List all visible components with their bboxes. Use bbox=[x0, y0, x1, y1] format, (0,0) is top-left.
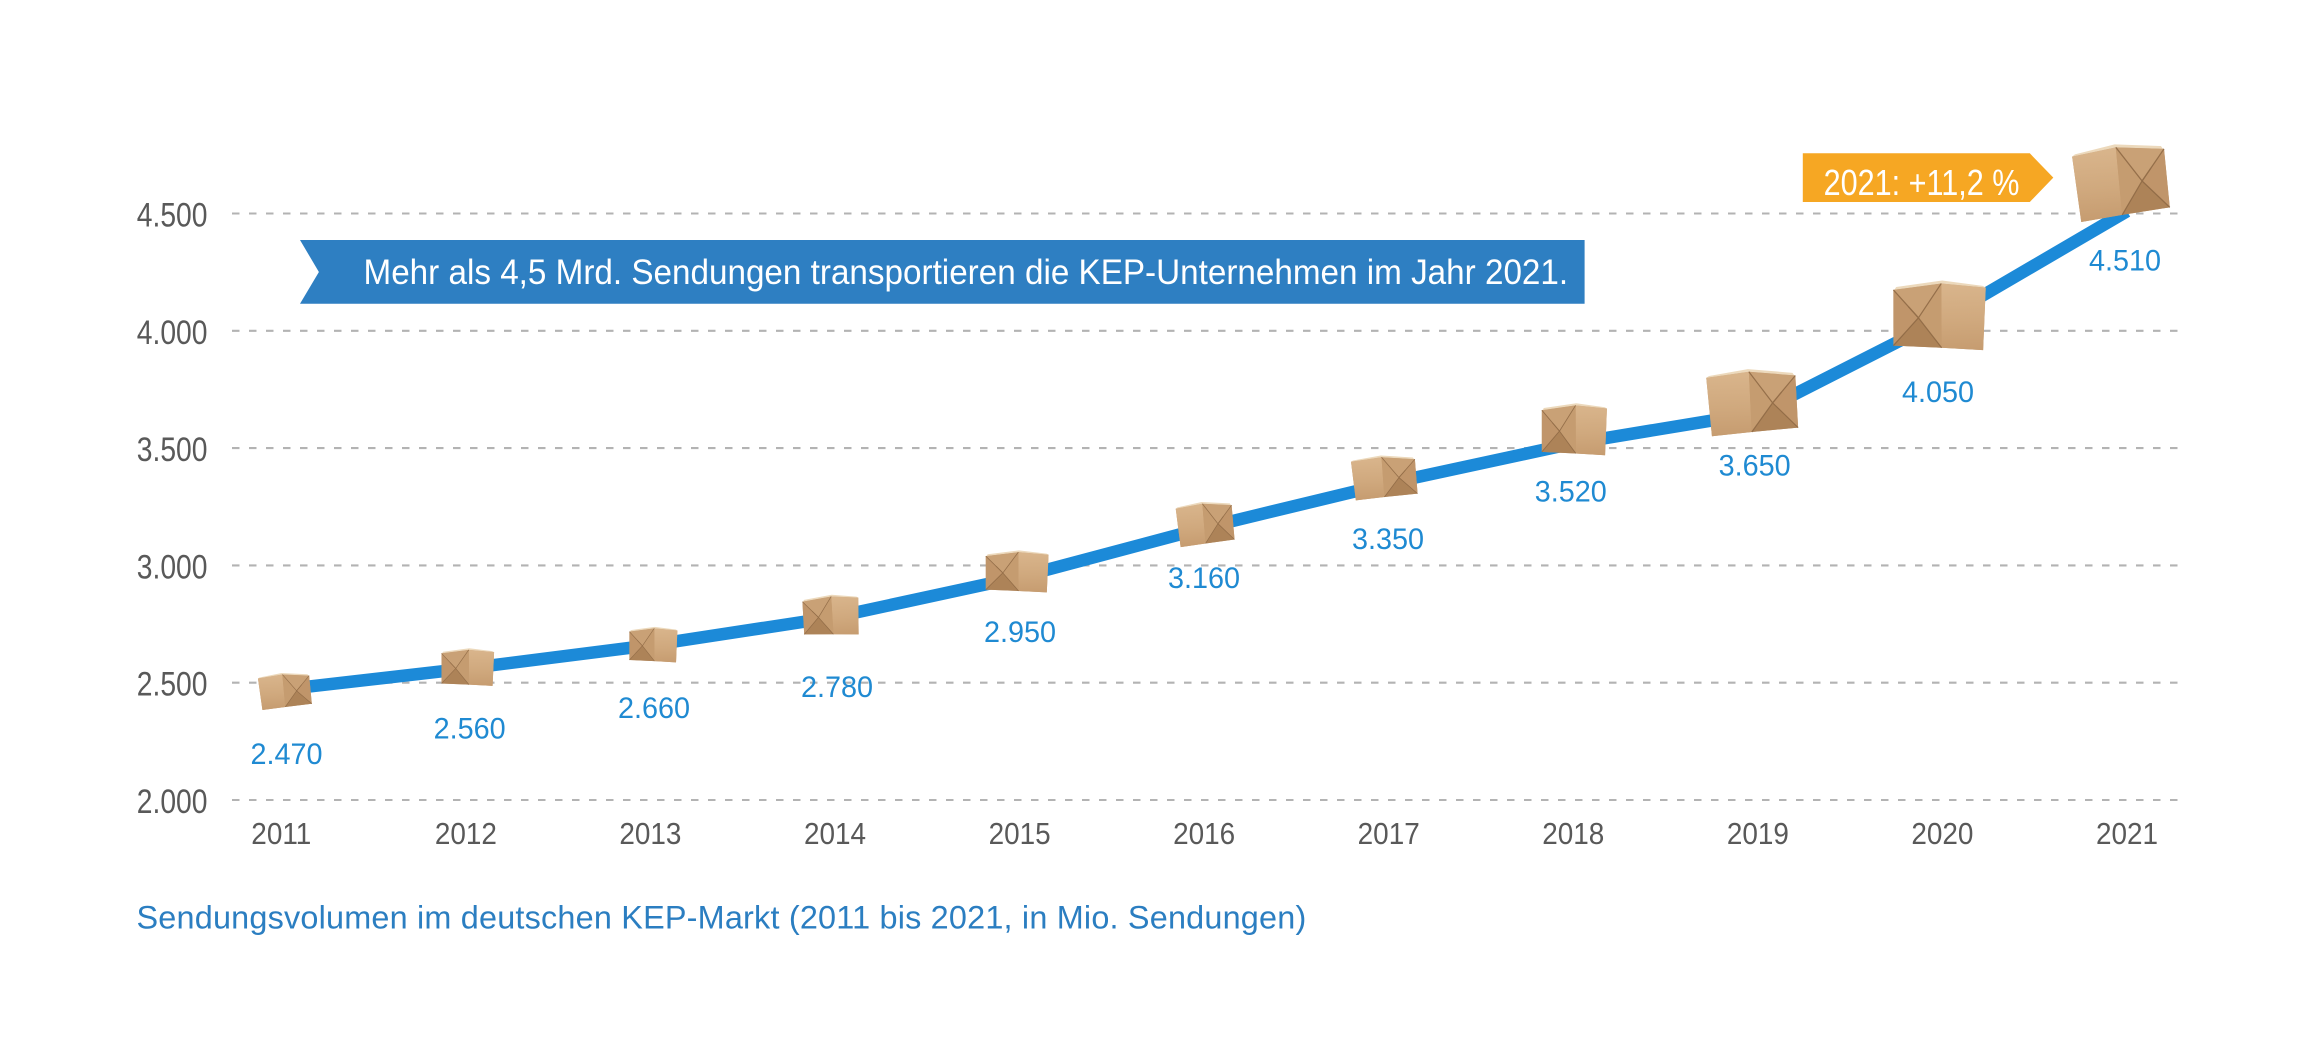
svg-text:Mehr als 4,5 Mrd. Sendungen tr: Mehr als 4,5 Mrd. Sendungen transportier… bbox=[364, 253, 1569, 292]
svg-text:2013: 2013 bbox=[619, 817, 681, 852]
svg-text:2.780: 2.780 bbox=[801, 670, 873, 704]
svg-text:3.500: 3.500 bbox=[137, 429, 208, 468]
svg-text:2011: 2011 bbox=[251, 817, 311, 852]
svg-text:2.660: 2.660 bbox=[618, 692, 690, 726]
svg-text:2015: 2015 bbox=[989, 817, 1051, 852]
svg-text:4.500: 4.500 bbox=[137, 195, 208, 234]
svg-text:2012: 2012 bbox=[435, 817, 497, 852]
svg-text:2019: 2019 bbox=[1727, 817, 1789, 852]
svg-text:2.000: 2.000 bbox=[137, 781, 208, 820]
svg-text:2017: 2017 bbox=[1358, 817, 1420, 852]
svg-text:2020: 2020 bbox=[1911, 817, 1973, 852]
svg-text:2.950: 2.950 bbox=[984, 615, 1056, 649]
svg-text:3.350: 3.350 bbox=[1352, 522, 1424, 556]
svg-text:2021: 2021 bbox=[2096, 817, 2158, 852]
svg-text:2.560: 2.560 bbox=[434, 712, 506, 746]
svg-text:2.500: 2.500 bbox=[137, 664, 208, 703]
svg-text:2016: 2016 bbox=[1173, 817, 1235, 852]
svg-text:3.520: 3.520 bbox=[1535, 475, 1607, 509]
svg-text:2.470: 2.470 bbox=[250, 737, 322, 771]
svg-text:2014: 2014 bbox=[804, 817, 866, 852]
svg-text:4.510: 4.510 bbox=[2089, 244, 2161, 278]
svg-text:Sendungsvolumen im deutschen K: Sendungsvolumen im deutschen KEP-Markt (… bbox=[137, 900, 1307, 936]
svg-text:3.650: 3.650 bbox=[1719, 449, 1791, 483]
svg-text:3.160: 3.160 bbox=[1168, 562, 1240, 596]
svg-text:2021: +11,2 %: 2021: +11,2 % bbox=[1824, 164, 2020, 204]
svg-text:3.000: 3.000 bbox=[137, 547, 208, 586]
svg-text:4.000: 4.000 bbox=[137, 312, 208, 351]
svg-text:2018: 2018 bbox=[1542, 817, 1604, 852]
svg-text:4.050: 4.050 bbox=[1902, 376, 1974, 410]
